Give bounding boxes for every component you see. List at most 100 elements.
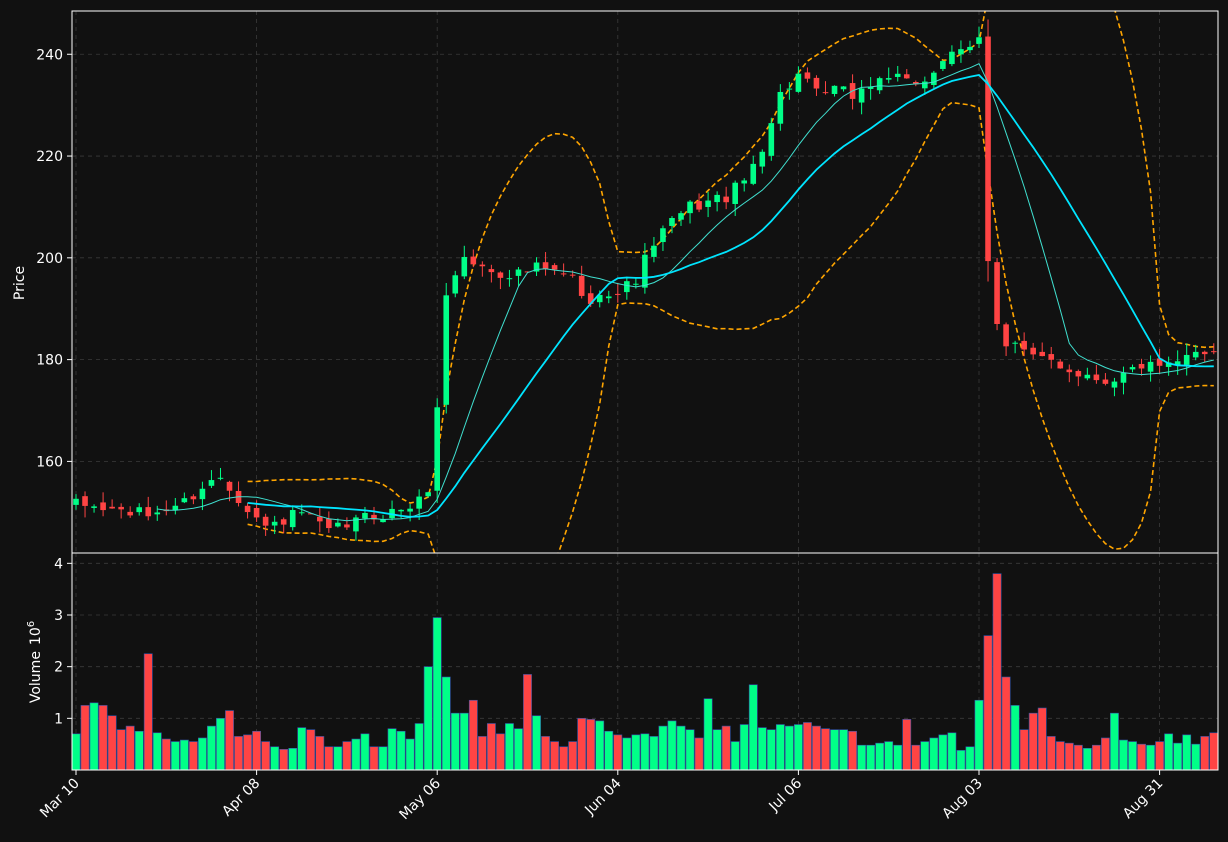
candle-body <box>425 492 431 497</box>
candle-body <box>344 524 350 528</box>
candle-body <box>651 245 657 257</box>
candle-body <box>958 49 964 55</box>
candle-body <box>506 278 513 280</box>
candle-body <box>931 72 937 85</box>
volume-bar <box>1101 737 1110 771</box>
volume-bar <box>134 730 144 771</box>
candle-body <box>443 295 450 405</box>
candle-body <box>831 85 838 94</box>
candle-body <box>280 519 287 525</box>
volume-bar <box>1010 705 1020 771</box>
candle-body <box>407 508 413 512</box>
volume-bar <box>450 712 460 771</box>
volume-bar <box>821 728 830 771</box>
volume-panel: 1 2 3 4 <box>54 552 1219 771</box>
price-axis-label: Price <box>12 266 28 300</box>
volume-bar <box>161 738 171 771</box>
candle-body <box>1021 340 1027 350</box>
volume-bar <box>622 737 632 771</box>
ma-short-line <box>157 63 1214 522</box>
volume-bar <box>496 733 505 771</box>
volume-bar <box>342 741 352 771</box>
volume-panel-frame <box>71 552 1219 771</box>
candle-body <box>326 518 332 529</box>
volume-tick-label: 3 <box>54 608 63 624</box>
volume-tick-label: 2 <box>54 660 63 676</box>
volume-bar <box>279 749 289 771</box>
candle-body <box>91 506 97 508</box>
price-tick-label: 240 <box>36 47 63 63</box>
candle-body <box>298 512 305 514</box>
volume-bar <box>107 715 117 771</box>
candle-body <box>1138 363 1145 369</box>
volume-bar <box>1019 729 1029 771</box>
candle-body <box>714 194 720 203</box>
candle-body <box>804 72 811 79</box>
volume-bar <box>784 725 794 771</box>
candle-body <box>569 274 576 276</box>
volume-bar <box>532 715 541 771</box>
candle-body <box>226 481 233 491</box>
candle-body <box>1057 361 1064 369</box>
candle-body <box>723 196 729 203</box>
volume-bar <box>80 705 90 771</box>
candle-body <box>1003 324 1009 347</box>
candle-body <box>488 269 495 273</box>
volume-bar <box>306 729 316 771</box>
candle-body <box>642 254 648 288</box>
volume-bar <box>441 676 451 771</box>
volume-bar <box>866 744 876 771</box>
candle-body <box>1210 351 1217 353</box>
volume-bar <box>234 736 243 771</box>
volume-bar <box>848 730 857 771</box>
volume-bar <box>1119 739 1128 771</box>
candle-body <box>1048 354 1055 360</box>
volume-bar <box>405 738 415 771</box>
price-panel: 160 180 200 220 240 <box>36 10 1219 554</box>
candle-body <box>335 522 341 527</box>
candle-body <box>217 477 224 479</box>
volume-bar <box>459 712 469 771</box>
candle-body <box>533 262 540 272</box>
candle-body <box>434 407 440 491</box>
volume-bar <box>694 737 704 771</box>
volume-tick-label: 1 <box>54 711 63 727</box>
candle-body <box>317 516 323 522</box>
candle-body <box>1129 367 1136 370</box>
volume-bar <box>333 746 343 771</box>
volume-bar <box>577 718 587 771</box>
volume-bar <box>559 746 569 771</box>
price-plot-area <box>73 11 1217 553</box>
candle-body <box>244 505 251 513</box>
ma-long-line <box>247 74 1214 518</box>
candle-body <box>172 505 179 511</box>
volume-bar <box>315 736 325 771</box>
candle-body <box>109 506 115 509</box>
candle-body <box>615 293 621 295</box>
candle-body <box>380 519 386 523</box>
volume-axis-label-exponent: 10 <box>28 627 44 645</box>
volume-bar <box>207 725 216 771</box>
candle-body <box>136 507 143 513</box>
candle-body <box>687 201 693 214</box>
candle-body <box>750 163 757 184</box>
candle-body <box>127 511 133 516</box>
candle-body <box>262 516 269 526</box>
price-tick-label: 180 <box>36 353 63 369</box>
candle-body <box>100 502 106 511</box>
candle-body <box>867 87 874 89</box>
volume-bar <box>1073 744 1083 771</box>
candle-body <box>903 74 910 79</box>
candle-body <box>777 91 784 124</box>
volume-bar <box>188 741 198 771</box>
candle-body <box>1084 374 1091 379</box>
volume-bar <box>89 702 99 771</box>
volume-axis-label-power: 6 <box>26 621 37 627</box>
candle-body <box>524 271 531 273</box>
candle-body <box>741 180 748 184</box>
candle-body <box>705 200 711 207</box>
volume-bar <box>423 666 433 771</box>
candle-body <box>876 78 883 91</box>
volume-bar <box>1055 741 1065 771</box>
